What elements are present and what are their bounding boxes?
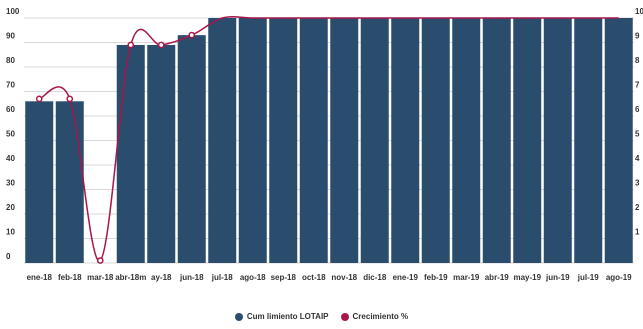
y-right-tick-label: 8 xyxy=(635,56,640,65)
bar[interactable] xyxy=(208,18,237,263)
growth-point[interactable] xyxy=(66,95,74,103)
x-tick-label: ay-18 xyxy=(151,273,172,282)
y-right-tick-label: 6 xyxy=(635,105,640,114)
x-tick-label: ago-19 xyxy=(606,273,632,282)
legend: Cum limiento LOTAIP Crecimiento % xyxy=(0,312,643,321)
x-tick-label: jul-19 xyxy=(577,273,599,282)
x-tick-label: may-19 xyxy=(513,273,541,282)
bar[interactable] xyxy=(513,18,542,263)
y-right-tick-label: 3 xyxy=(635,179,640,188)
x-tick-label: ago-18 xyxy=(240,273,266,282)
growth-point[interactable] xyxy=(157,41,165,49)
bar[interactable] xyxy=(452,18,481,263)
x-tick-label: mar-18 xyxy=(87,273,114,282)
legend-swatch-bars xyxy=(234,312,243,321)
bar[interactable] xyxy=(543,18,572,263)
y-tick-label: 100 xyxy=(6,7,20,16)
growth-point[interactable] xyxy=(127,41,135,49)
bar[interactable] xyxy=(330,18,359,263)
x-tick-label: dic-18 xyxy=(363,273,387,282)
bar[interactable] xyxy=(238,18,267,263)
x-axis: ene-18 feb-18 mar-18 abr-18m ay-18 jun-18 jul-… xyxy=(27,273,633,282)
bar[interactable] xyxy=(421,18,450,263)
x-tick-label: feb-18 xyxy=(58,273,82,282)
y-right-tick-label: 4 xyxy=(635,154,640,163)
y-right-tick-label: 5 xyxy=(635,130,640,139)
bar[interactable] xyxy=(25,101,54,263)
x-tick-label: jun-19 xyxy=(545,273,570,282)
bar[interactable] xyxy=(299,18,328,263)
growth-point[interactable] xyxy=(188,31,196,39)
growth-point[interactable] xyxy=(35,95,43,103)
x-tick-label: jun-18 xyxy=(179,273,204,282)
bars xyxy=(25,18,633,264)
bar[interactable] xyxy=(55,101,84,263)
y-tick-label: 70 xyxy=(6,81,15,90)
y-axis-left: 0 10 20 30 40 50 60 70 80 90 100 xyxy=(6,7,20,261)
legend-swatch-line xyxy=(340,312,349,321)
x-tick-label: sep-18 xyxy=(271,273,297,282)
bar[interactable] xyxy=(147,44,176,264)
y-right-tick-label: 2 xyxy=(635,203,640,212)
bar[interactable] xyxy=(604,18,633,263)
y-right-tick-label: 1 xyxy=(635,228,640,237)
gridlines xyxy=(24,17,634,264)
bar[interactable] xyxy=(177,35,206,264)
x-tick-label: nov-18 xyxy=(331,273,357,282)
y-tick-label: 90 xyxy=(6,32,15,41)
bar[interactable] xyxy=(360,18,389,263)
chart: 0 10 20 30 40 50 60 70 80 90 100 1 2 3 4 5 6 7 8 9 10 ene-1… xyxy=(6,7,643,282)
x-tick-label: ene-18 xyxy=(27,273,53,282)
bar[interactable] xyxy=(574,18,603,263)
y-tick-label: 80 xyxy=(6,56,15,65)
bar[interactable] xyxy=(116,44,145,264)
bar[interactable] xyxy=(482,18,511,263)
growth-line xyxy=(35,15,619,264)
legend-label-line: Crecimiento % xyxy=(352,312,409,321)
legend-item-line[interactable]: Crecimiento % xyxy=(340,312,409,321)
growth-line-path xyxy=(38,15,619,262)
y-tick-label: 0 xyxy=(6,252,11,261)
y-tick-label: 50 xyxy=(6,130,15,139)
x-tick-label: jul-18 xyxy=(211,273,233,282)
x-tick-label: mar-19 xyxy=(453,273,480,282)
y-tick-label: 20 xyxy=(6,203,15,212)
bar[interactable] xyxy=(269,18,298,263)
x-tick-label: oct-18 xyxy=(302,273,326,282)
y-right-tick-label: 10 xyxy=(635,7,643,16)
y-tick-label: 40 xyxy=(6,154,15,163)
x-tick-label: abr-19 xyxy=(485,273,510,282)
x-tick-label: abr-18m xyxy=(115,273,146,282)
y-axis-right: 1 2 3 4 5 6 7 8 9 10 xyxy=(635,7,643,237)
y-tick-label: 60 xyxy=(6,105,15,114)
bar[interactable] xyxy=(391,18,420,263)
y-right-tick-label: 9 xyxy=(635,32,640,41)
x-tick-label: feb-19 xyxy=(424,273,448,282)
x-tick-label: ene-19 xyxy=(393,273,419,282)
y-right-tick-label: 7 xyxy=(635,81,640,90)
growth-point[interactable] xyxy=(96,257,104,264)
y-tick-label: 30 xyxy=(6,179,15,188)
legend-item-bars[interactable]: Cum limiento LOTAIP xyxy=(234,312,329,321)
y-tick-label: 10 xyxy=(6,228,15,237)
legend-label-bars: Cum limiento LOTAIP xyxy=(246,312,329,321)
